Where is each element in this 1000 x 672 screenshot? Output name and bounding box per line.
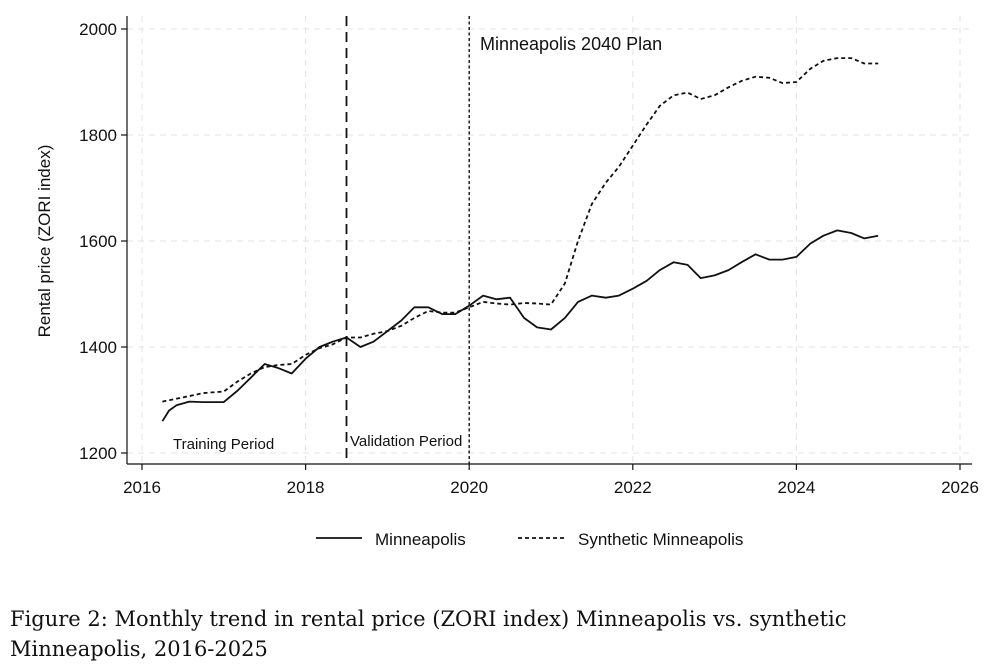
y-tick-label-2: 1600 (79, 232, 117, 251)
legend-label-minneapolis: Minneapolis (375, 530, 466, 549)
caption-line-2: Minneapolis, 2016-2025 (10, 637, 268, 661)
y-tick-label-0: 1200 (79, 444, 117, 463)
x-tick-label-1: 2018 (287, 478, 325, 497)
reference-lines (345, 16, 470, 464)
figure-caption: Figure 2: Monthly trend in rental price … (10, 604, 995, 664)
plan-annotation-label: Minneapolis 2040 Plan (480, 34, 662, 54)
training-period-label: Training Period (173, 436, 274, 453)
x-tick-label-4: 2024 (777, 478, 815, 497)
x-tick-label-3: 2022 (614, 478, 652, 497)
grid (127, 16, 972, 464)
series-layer (161, 57, 879, 422)
axes (126, 16, 972, 465)
x-tick-label-5: 2026 (941, 478, 979, 497)
y-tick-label-1: 1400 (79, 338, 117, 357)
legend: Minneapolis Synthetic Minneapolis (316, 530, 743, 549)
y-axis-label: Rental price (ZORI index) (35, 145, 54, 338)
series-line-synthetic-minneapolis (162, 57, 879, 403)
caption-line-1: Figure 2: Monthly trend in rental price … (10, 607, 847, 631)
y-tick-label-4: 2000 (79, 20, 117, 39)
ticks: 1200 1400 1600 1800 2000 2016 2018 2020 2022 2024… (79, 20, 979, 497)
x-tick-label-0: 2016 (123, 478, 161, 497)
chart: 1200 1400 1600 1800 2000 2016 2018 2020 2022 2024… (35, 16, 979, 549)
x-tick-label-2: 2020 (450, 478, 488, 497)
y-tick-label-3: 1800 (79, 126, 117, 145)
series-line-minneapolis (161, 229, 879, 422)
validation-period-label: Validation Period (350, 433, 462, 450)
legend-label-synthetic: Synthetic Minneapolis (578, 530, 743, 549)
